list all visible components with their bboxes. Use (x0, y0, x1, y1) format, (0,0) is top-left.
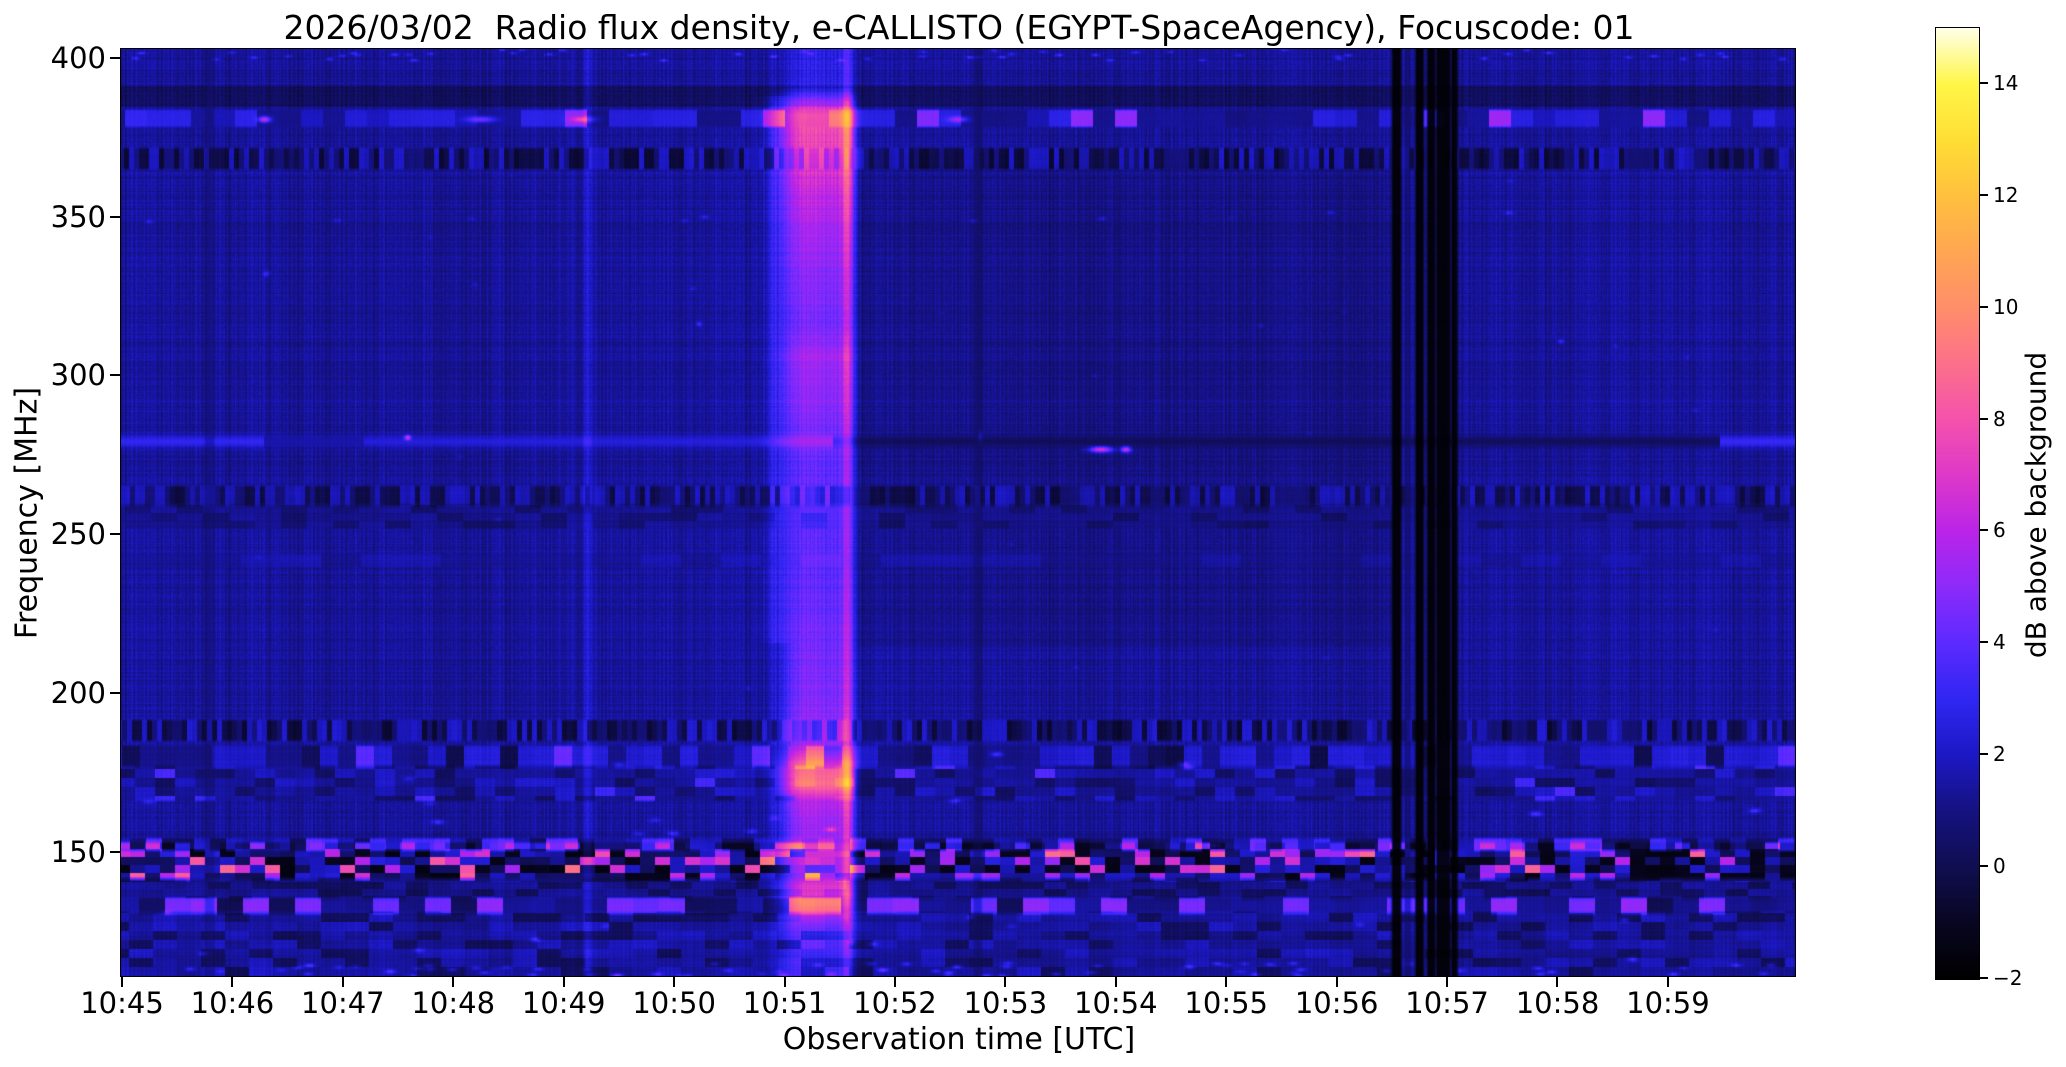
y-tick-mark (110, 374, 120, 377)
colorbar-frame (1935, 27, 1980, 980)
y-tick-label: 400 (50, 40, 106, 75)
x-tick-mark (1004, 977, 1007, 987)
x-tick-label: 10:48 (411, 986, 496, 1020)
plot-frame (120, 48, 1796, 977)
y-axis-label-text: Frequency [MHz] (9, 386, 45, 640)
colorbar-tick-mark (1979, 193, 1988, 196)
colorbar-tick-label: 12 (1993, 182, 2019, 207)
colorbar-tick-label: 0 (1993, 854, 2006, 879)
colorbar-tick-mark (1979, 81, 1988, 84)
colorbar-tick-label: 4 (1993, 630, 2006, 655)
x-tick-mark (562, 977, 565, 987)
x-tick-label: 10:56 (1294, 986, 1379, 1020)
x-tick-label: 10:50 (632, 986, 716, 1020)
x-tick-mark (231, 977, 234, 987)
x-tick-label: 10:54 (1074, 986, 1158, 1020)
colorbar-label-text: dB above background (2019, 351, 2053, 659)
y-tick-mark (110, 691, 120, 694)
colorbar-tick-mark (1979, 305, 1988, 308)
colorbar-tick-mark (1979, 977, 1988, 979)
colorbar-tick-label: 2 (1993, 742, 2006, 767)
x-tick-label: 10:57 (1405, 986, 1489, 1020)
x-tick-mark (673, 977, 676, 987)
x-tick-label: 10:45 (80, 986, 164, 1020)
x-tick-mark (893, 977, 896, 987)
colorbar-tick-label: 14 (1993, 70, 2019, 95)
colorbar-tick-mark (1979, 641, 1988, 644)
chart-title: 2026/03/02 Radio flux density, e-CALLIST… (283, 8, 1635, 47)
y-tick-label: 250 (50, 517, 106, 552)
x-tick-label: 10:59 (1626, 986, 1710, 1020)
x-axis-label: Observation time [UTC] (782, 1022, 1136, 1057)
y-tick-mark (110, 215, 120, 218)
y-tick-label: 150 (50, 834, 106, 869)
x-tick-label: 10:58 (1515, 986, 1600, 1020)
x-tick-label: 10:55 (1184, 986, 1269, 1020)
x-tick-mark (341, 977, 344, 987)
spectrogram-canvas (121, 49, 1795, 976)
x-tick-mark (1114, 977, 1117, 987)
x-tick-label: 10:52 (853, 986, 937, 1020)
x-tick-mark (452, 977, 455, 987)
colorbar-tick-mark (1979, 417, 1988, 420)
y-tick-mark (110, 850, 120, 853)
colorbar-tick-label: 8 (1993, 406, 2006, 431)
y-tick-label: 300 (50, 358, 106, 393)
x-tick-label: 10:47 (301, 986, 385, 1020)
colorbar-gradient (1936, 28, 1979, 979)
y-tick-label: 200 (50, 675, 106, 710)
y-tick-mark (110, 56, 120, 59)
x-tick-mark (1335, 977, 1338, 987)
x-tick-mark (121, 977, 123, 987)
x-tick-label: 10:51 (742, 986, 827, 1020)
y-tick-mark (110, 533, 120, 536)
x-tick-mark (1556, 977, 1559, 987)
x-tick-label: 10:53 (963, 986, 1048, 1020)
colorbar-tick-mark (1979, 865, 1988, 868)
x-tick-mark (783, 977, 786, 987)
x-tick-mark (1446, 977, 1449, 987)
x-tick-mark (1225, 977, 1228, 987)
x-tick-label: 10:49 (521, 986, 606, 1020)
colorbar-tick-mark (1979, 529, 1988, 532)
colorbar-tick-label: 10 (1993, 294, 2019, 319)
y-tick-label: 350 (50, 199, 106, 234)
x-tick-mark (1666, 977, 1669, 987)
colorbar-tick-label: −2 (1993, 966, 2023, 990)
x-tick-label: 10:46 (190, 986, 275, 1020)
colorbar-tick-label: 6 (1993, 518, 2006, 543)
colorbar-tick-mark (1979, 753, 1988, 756)
